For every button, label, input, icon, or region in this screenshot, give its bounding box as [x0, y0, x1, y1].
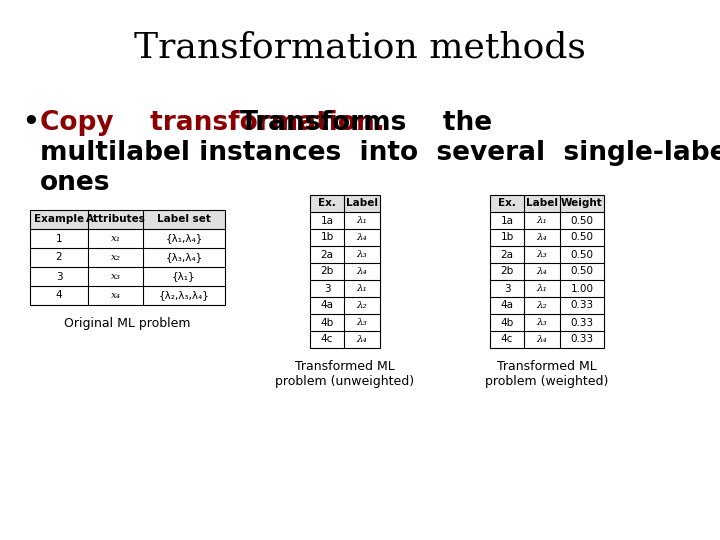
Text: x₁: x₁: [110, 234, 120, 243]
Text: λ₄: λ₄: [356, 335, 367, 344]
Bar: [490, 229, 604, 246]
Bar: [310, 297, 380, 314]
Text: Transformation methods: Transformation methods: [134, 30, 586, 64]
Text: 0.33: 0.33: [570, 334, 593, 345]
Text: ones: ones: [40, 170, 110, 196]
Text: 4c: 4c: [321, 334, 333, 345]
Bar: [490, 195, 604, 348]
Text: λ₁: λ₁: [356, 216, 367, 225]
Text: λ₁: λ₁: [536, 216, 547, 225]
Text: 4: 4: [55, 291, 63, 300]
Text: 4b: 4b: [500, 318, 513, 327]
Bar: [310, 195, 380, 348]
Bar: [310, 229, 380, 246]
Text: Label: Label: [346, 199, 378, 208]
Text: 1b: 1b: [500, 233, 513, 242]
Text: 0.50: 0.50: [570, 249, 593, 260]
Bar: [490, 263, 604, 280]
Text: 0.50: 0.50: [570, 233, 593, 242]
Bar: [490, 331, 604, 348]
Text: Weight: Weight: [561, 199, 603, 208]
Text: x₃: x₃: [110, 272, 120, 281]
Text: 0.50: 0.50: [570, 215, 593, 226]
Text: Label: Label: [526, 199, 558, 208]
Text: λ₃: λ₃: [356, 250, 367, 259]
Text: 2b: 2b: [500, 267, 513, 276]
Text: •: •: [22, 110, 39, 136]
Bar: [310, 246, 380, 263]
Text: λ₃: λ₃: [536, 318, 547, 327]
Text: Transforms    the: Transforms the: [240, 110, 492, 136]
Text: λ₃: λ₃: [536, 250, 547, 259]
Text: λ₂: λ₂: [536, 301, 547, 310]
Bar: [490, 314, 604, 331]
Bar: [30, 210, 225, 229]
Bar: [30, 267, 225, 286]
Text: 3: 3: [324, 284, 330, 294]
Text: 4a: 4a: [320, 300, 333, 310]
Text: λ₁: λ₁: [536, 284, 547, 293]
Text: 0.33: 0.33: [570, 318, 593, 327]
Text: 4a: 4a: [500, 300, 513, 310]
Bar: [490, 280, 604, 297]
Text: Ex.: Ex.: [318, 199, 336, 208]
Text: Transformed ML
problem (unweighted): Transformed ML problem (unweighted): [276, 360, 415, 388]
Text: 4c: 4c: [501, 334, 513, 345]
Text: {λ₁,λ₄}: {λ₁,λ₄}: [166, 233, 203, 244]
Text: λ₁: λ₁: [356, 284, 367, 293]
Bar: [30, 248, 225, 267]
Bar: [490, 297, 604, 314]
Text: 2a: 2a: [320, 249, 333, 260]
Text: Example: Example: [34, 214, 84, 225]
Text: λ₂: λ₂: [356, 301, 367, 310]
Bar: [490, 246, 604, 263]
Text: 0.50: 0.50: [570, 267, 593, 276]
Text: 3: 3: [504, 284, 510, 294]
Text: 3: 3: [55, 272, 63, 281]
Bar: [30, 286, 225, 305]
Text: Label set: Label set: [157, 214, 211, 225]
Text: 1: 1: [55, 233, 63, 244]
Text: {λ₂,λ₃,λ₄}: {λ₂,λ₃,λ₄}: [158, 291, 210, 300]
Text: Ex.: Ex.: [498, 199, 516, 208]
Bar: [30, 229, 225, 248]
Text: 2a: 2a: [500, 249, 513, 260]
Text: 1.00: 1.00: [570, 284, 593, 294]
Text: 2b: 2b: [320, 267, 333, 276]
Text: λ₄: λ₄: [536, 267, 547, 276]
Bar: [310, 195, 380, 212]
Text: 2: 2: [55, 253, 63, 262]
Bar: [310, 280, 380, 297]
Text: multilabel instances  into  several  single-label: multilabel instances into several single…: [40, 140, 720, 166]
Text: λ₄: λ₄: [536, 233, 547, 242]
Text: λ₄: λ₄: [356, 233, 367, 242]
Bar: [490, 195, 604, 212]
Text: 0.33: 0.33: [570, 300, 593, 310]
Text: 1a: 1a: [500, 215, 513, 226]
Bar: [310, 212, 380, 229]
Text: Attributes: Attributes: [86, 214, 145, 225]
Text: λ₄: λ₄: [356, 267, 367, 276]
Text: Copy    transformation.: Copy transformation.: [40, 110, 385, 136]
Text: {λ₁}: {λ₁}: [172, 272, 196, 281]
Text: λ₄: λ₄: [536, 335, 547, 344]
Text: Transformed ML
problem (weighted): Transformed ML problem (weighted): [485, 360, 608, 388]
Text: 4b: 4b: [320, 318, 333, 327]
Bar: [310, 314, 380, 331]
Bar: [310, 263, 380, 280]
Text: x₄: x₄: [110, 291, 120, 300]
Text: 1a: 1a: [320, 215, 333, 226]
Text: {λ₃,λ₄}: {λ₃,λ₄}: [166, 253, 202, 262]
Text: 1b: 1b: [320, 233, 333, 242]
Bar: [310, 331, 380, 348]
Text: x₂: x₂: [110, 253, 120, 262]
Text: λ₃: λ₃: [356, 318, 367, 327]
Text: Original ML problem: Original ML problem: [64, 317, 191, 330]
Bar: [490, 212, 604, 229]
Bar: [30, 210, 225, 305]
